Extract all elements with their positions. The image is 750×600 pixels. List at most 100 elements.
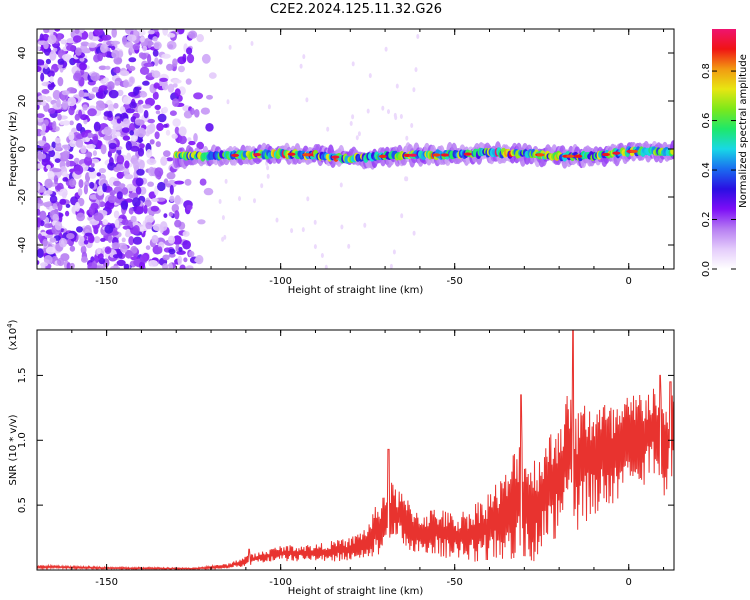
noise-speckle: [117, 89, 124, 97]
faint-speck: [395, 83, 399, 89]
noise-speckle: [91, 260, 98, 269]
noise-speckle: [134, 119, 145, 126]
noise-speckle: [182, 53, 187, 63]
noise-speckle: [139, 226, 148, 232]
noise-speckle: [61, 90, 70, 96]
noise-speckle: [78, 238, 86, 247]
spectrogram-y-tick-label: -20: [17, 189, 28, 205]
noise-speckle: [162, 106, 168, 114]
noise-speckle: [113, 66, 121, 74]
spectrogram-y-axis-label: Frequency (Hz): [8, 111, 19, 187]
noise-speckle: [112, 123, 123, 131]
faint-speck: [400, 213, 404, 219]
colorbar: 0.0 0.2 0.4 0.6 0.8 Normalized spectral ampl…: [701, 29, 749, 277]
noise-speckle: [69, 140, 77, 148]
noise-speckle: [37, 113, 45, 119]
noise-speckle: [90, 72, 100, 82]
noise-speckle: [196, 141, 204, 150]
noise-speckle: [139, 66, 150, 76]
noise-speckle: [183, 257, 188, 263]
noise-speckle: [116, 118, 122, 124]
noise-speckle: [119, 70, 130, 77]
noise-speckle: [79, 62, 87, 71]
noise-speckle: [145, 97, 155, 107]
noise-speckle: [128, 192, 139, 199]
noise-speckle: [116, 259, 126, 267]
noise-speckle: [121, 218, 129, 226]
noise-speckle: [61, 54, 72, 60]
noise-speckle: [74, 164, 84, 175]
noise-speckle: [145, 221, 153, 230]
faint-speck: [226, 99, 230, 105]
noise-speckle: [123, 118, 130, 125]
noise-speckle: [41, 33, 50, 41]
noise-speckle: [76, 123, 83, 132]
noise-speckle: [196, 34, 204, 43]
noise-speckle: [49, 29, 54, 37]
noise-speckle: [88, 167, 95, 173]
noise-speckle: [112, 254, 120, 259]
noise-speckle: [113, 57, 123, 65]
noise-speckle: [92, 150, 97, 157]
noise-speckle: [130, 135, 138, 142]
noise-speckle: [68, 106, 75, 116]
noise-speckle: [128, 207, 134, 215]
noise-speckle: [120, 200, 129, 210]
noise-speckle: [110, 119, 118, 125]
faint-speck: [320, 253, 324, 258]
noise-speckle: [190, 107, 195, 115]
noise-speckle: [123, 79, 129, 88]
noise-speckle: [174, 180, 185, 185]
noise-speckle: [172, 235, 182, 246]
noise-speckle: [65, 159, 71, 168]
noise-speckle: [108, 104, 115, 113]
noise-speckle: [184, 178, 192, 186]
noise-speckle: [102, 183, 107, 193]
snr-x-tick-label: -100: [269, 577, 292, 588]
noise-speckle: [54, 29, 61, 32]
noise-speckle: [187, 137, 192, 142]
faint-speck: [221, 236, 225, 242]
noise-speckle: [51, 168, 62, 173]
noise-speckle: [123, 263, 130, 269]
spectrogram-y-tick-label: -40: [17, 237, 28, 253]
faint-speck: [313, 244, 317, 250]
noise-speckle: [68, 131, 75, 141]
noise-speckle: [100, 43, 108, 54]
colorbar-tick-label: 0.8: [701, 63, 712, 79]
noise-speckle: [76, 212, 85, 222]
noise-speckle: [41, 100, 47, 106]
snr-x-tick-label: -150: [95, 577, 118, 588]
noise-speckle: [43, 201, 52, 207]
noise-speckle: [114, 219, 120, 228]
faint-speck: [238, 196, 241, 202]
colorbar-label: Normalized spectral amplitude: [738, 54, 749, 208]
noise-speckle: [139, 261, 146, 269]
noise-speckle: [193, 133, 198, 143]
noise-speckle: [186, 47, 193, 55]
noise-speckle: [61, 99, 69, 110]
noise-speckle: [52, 203, 58, 210]
noise-speckle: [137, 105, 144, 114]
noise-speckle: [152, 36, 158, 42]
noise-speckle: [93, 236, 101, 244]
noise-speckle: [161, 82, 168, 87]
faint-speck: [357, 131, 361, 137]
noise-speckle: [74, 113, 81, 121]
noise-speckle: [188, 140, 196, 146]
signal-peak-cell: [612, 151, 621, 155]
noise-speckle: [142, 80, 150, 86]
faint-speck: [305, 97, 309, 103]
noise-speckle: [80, 41, 90, 47]
signal-peak-cell: [408, 153, 417, 157]
faint-speck: [412, 230, 416, 236]
faint-speck: [266, 165, 270, 171]
noise-speckle: [182, 240, 192, 250]
noise-speckle: [78, 89, 85, 98]
noise-speckle: [153, 82, 160, 89]
noise-speckle: [121, 187, 129, 195]
noise-speckle: [95, 265, 106, 269]
noise-speckle: [168, 253, 176, 258]
snr-y-tick-label: 1.5: [17, 367, 28, 383]
noise-speckle: [145, 245, 151, 251]
